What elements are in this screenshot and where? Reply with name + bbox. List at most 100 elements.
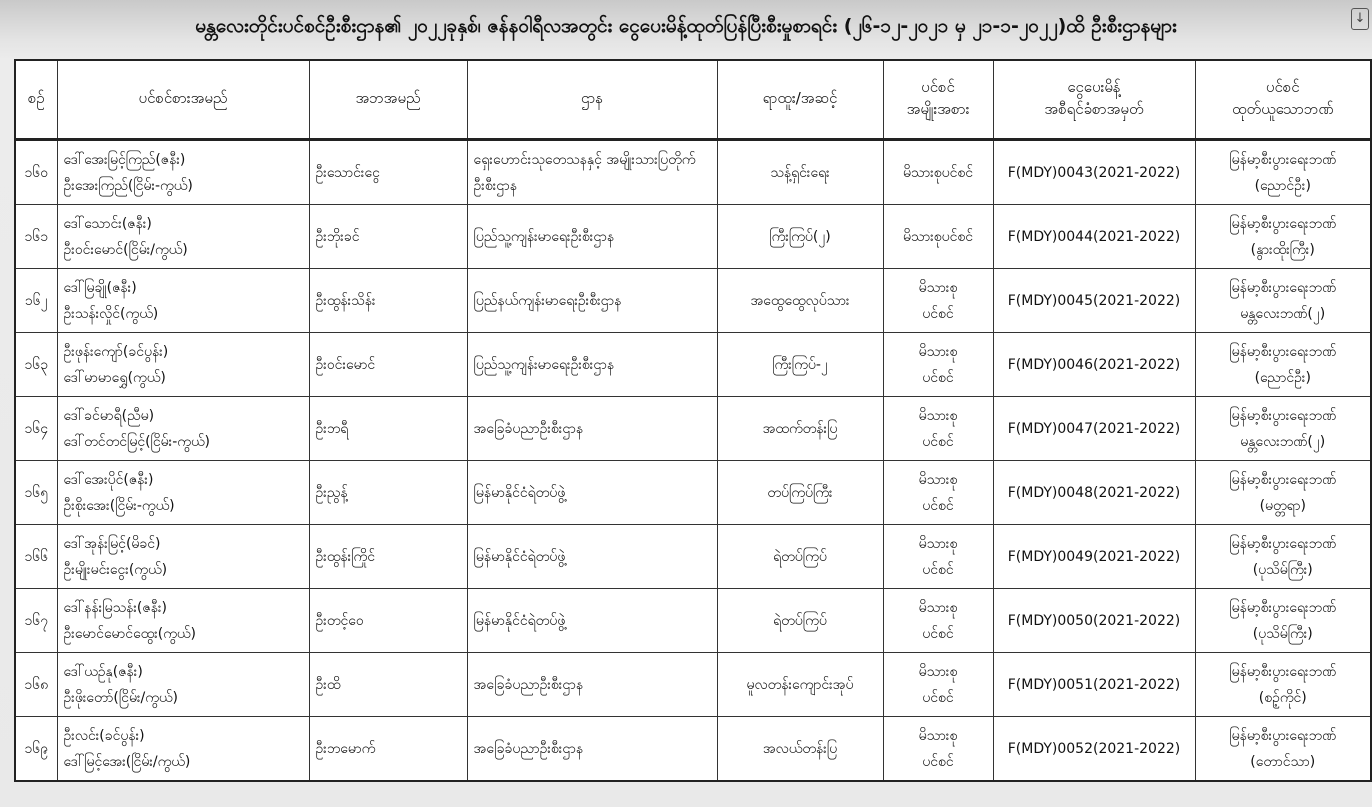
type-cell: မိသားစု ပင်စင် [882, 588, 994, 653]
serial-cell: ၁၆၂ [14, 268, 58, 333]
table-row: ၁၆၀ ဒေါ်အေးမြင့်ကြည်(ဇနီး) ဦးအေးကြည်(ငြိမ်… [14, 139, 1372, 205]
bank-cell: မြန်မာ့စီးပွားရေးဘဏ် (မတ္တရာ) [1194, 460, 1372, 525]
rank-cell: တပ်ကြပ်ကြီး [716, 460, 884, 525]
father-cell: ဦးညွန့် [308, 460, 468, 525]
bank-cell: မြန်မာ့စီးပွားရေးဘဏ် (စဉ့်ကိုင်) [1194, 652, 1372, 717]
table-row: ၁၆၅ ဒေါ်အေးပိုင်(ဇနီး) ဦးစိုးအေး(ငြိမ်း-ကွ… [14, 460, 1372, 525]
order-number-cell: F(MDY)0043(2021-2022) [992, 139, 1196, 205]
serial-cell: ၁၆၁ [14, 204, 58, 269]
type-cell: မိသားစု ပင်စင် [882, 524, 994, 589]
father-cell: ဦးဝင်းမောင် [308, 332, 468, 397]
table-row: ၁၆၄ ဒေါ်ခင်မာရီ(ညီမ) ဒေါ်တင်တင်မြင့်(ငြိမ်… [14, 396, 1372, 461]
bank-cell: မြန်မာ့စီးပွားရေးဘဏ် မန္တလေးဘဏ်(၂) [1194, 268, 1372, 333]
pensioner-cell: ဒေါ်အေးမြင့်ကြည်(ဇနီး) ဦးအေးကြည်(ငြိမ်း-က… [56, 139, 310, 205]
order-number-cell: F(MDY)0048(2021-2022) [992, 460, 1196, 525]
pensioner-cell: ဒေါ်နန်းမြသန်း(ဇနီး) ဦးမောင်မောင်ထွေး(ကွယ… [56, 588, 310, 653]
serial-cell: ၁၆၃ [14, 332, 58, 397]
father-cell: ဦးဘိုးခင် [308, 204, 468, 269]
bank-cell: မြန်မာ့စီးပွားရေးဘဏ် (ညောင်ဦး) [1194, 139, 1372, 205]
father-cell: ဦးဘရီ [308, 396, 468, 461]
serial-cell: ၁၆၀ [14, 139, 58, 205]
pensioner-cell: ဒေါ်ယဉ်နု(ဇနီး) ဦးဖိုးတော်(ငြိမ်း/ကွယ်) [56, 652, 310, 717]
download-icon[interactable]: ↓ [1351, 8, 1369, 30]
rank-cell: အထွေထွေလုပ်သား [716, 268, 884, 333]
department-cell: အခြေခံပညာဦးစီးဌာန [466, 652, 718, 717]
header-bank: ပင်စင် ထုတ်ယူသောဘဏ် [1194, 59, 1372, 141]
table-row: ၁၆၆ ဒေါ်အုန်းမြင့်(မိခင်) ဦးမျိုးမင်းငွေး(… [14, 524, 1372, 589]
department-cell: မြန်မာနိုင်ငံရဲတပ်ဖွဲ့ [466, 588, 718, 653]
table-row: ၁၆၇ ဒေါ်နန်းမြသန်း(ဇနီး) ဦးမောင်မောင်ထွေး(… [14, 588, 1372, 653]
father-cell: ဦးထွန်းသိန်း [308, 268, 468, 333]
department-cell: ပြည်သူ့ကျန်းမာရေးဦးစီးဌာန [466, 204, 718, 269]
father-cell: ဦးဘမောက် [308, 716, 468, 782]
header-type: ပင်စင် အမျိုးအစား [882, 59, 994, 141]
header-rank: ရာထူး/အဆင့် [716, 59, 884, 141]
type-cell: မိသားစုပင်စင် [882, 204, 994, 269]
bank-cell: မြန်မာ့စီးပွားရေးဘဏ် (နွားထိုးကြီး) [1194, 204, 1372, 269]
serial-cell: ၁၆၇ [14, 588, 58, 653]
type-cell: မိသားစုပင်စင် [882, 139, 994, 205]
pensioner-cell: ဒေါ်ခင်မာရီ(ညီမ) ဒေါ်တင်တင်မြင့်(ငြိမ်း-က… [56, 396, 310, 461]
department-cell: အခြေခံပညာဦးစီးဌာန [466, 716, 718, 782]
rank-cell: ကြီးကြပ်-၂ [716, 332, 884, 397]
bank-cell: မြန်မာ့စီးပွားရေးဘဏ် (ပုသိမ်ကြီး) [1194, 588, 1372, 653]
department-cell: ပြည်နယ်ကျန်းမာရေးဦးစီးဌာန [466, 268, 718, 333]
order-number-cell: F(MDY)0045(2021-2022) [992, 268, 1196, 333]
table-row: ၁၆၁ ဒေါ်သောင်း(ဇနီး) ဦးဝင်းမောင်(ငြိမ်း/ကွ… [14, 204, 1372, 269]
type-cell: မိသားစု ပင်စင် [882, 652, 994, 717]
table-row: ၁၆၂ ဒေါ်မြချို(ဇနီး) ဦးသန်းလှိုင်(ကွယ်) ဦးထ… [14, 268, 1372, 333]
bank-cell: မြန်မာ့စီးပွားရေးဘဏ် (ပုသိမ်ကြီး) [1194, 524, 1372, 589]
serial-cell: ၁၆၉ [14, 716, 58, 782]
pensioner-cell: ဒေါ်အေးပိုင်(ဇနီး) ဦးစိုးအေး(ငြိမ်း-ကွယ်) [56, 460, 310, 525]
table-row: ၁၆၉ ဦးလင်း(ခင်ပွန်း) ဒေါ်မြင့်အေး(ငြိမ်း/က… [14, 716, 1372, 782]
order-number-cell: F(MDY)0047(2021-2022) [992, 396, 1196, 461]
table-row: ၁၆၈ ဒေါ်ယဉ်နု(ဇနီး) ဦးဖိုးတော်(ငြိမ်း/ကွယ်… [14, 652, 1372, 717]
department-cell: ပြည်သူ့ကျန်းမာရေးဦးစီးဌာန [466, 332, 718, 397]
type-cell: မိသားစု ပင်စင် [882, 716, 994, 782]
rank-cell: အလယ်တန်းပြ [716, 716, 884, 782]
pensioner-cell: ဦးဖုန်းကျော်(ခင်ပွန်း) ဒေါ်မာမာရွှေ(ကွယ်) [56, 332, 310, 397]
father-cell: ဦးတင့်ဝေ [308, 588, 468, 653]
order-number-cell: F(MDY)0052(2021-2022) [992, 716, 1196, 782]
order-number-cell: F(MDY)0044(2021-2022) [992, 204, 1196, 269]
header-father: အဘအမည် [308, 59, 468, 141]
header-order: ငွေပေးမိန့် အစီရင်ခံစာအမှတ် [992, 59, 1196, 141]
table-row: ၁၆၃ ဦးဖုန်းကျော်(ခင်ပွန်း) ဒေါ်မာမာရွှေ(ကွ… [14, 332, 1372, 397]
pensioner-cell: ဒေါ်အုန်းမြင့်(မိခင်) ဦးမျိုးမင်းငွေး(ကွယ… [56, 524, 310, 589]
header-department: ဌာန [466, 59, 718, 141]
father-cell: ဦးသောင်းငွေ [308, 139, 468, 205]
bank-cell: မြန်မာ့စီးပွားရေးဘဏ် (တောင်သာ) [1194, 716, 1372, 782]
type-cell: မိသားစု ပင်စင် [882, 460, 994, 525]
type-cell: မိသားစု ပင်စင် [882, 332, 994, 397]
serial-cell: ၁၆၈ [14, 652, 58, 717]
father-cell: ဦးထွန်းကြိုင် [308, 524, 468, 589]
order-number-cell: F(MDY)0049(2021-2022) [992, 524, 1196, 589]
father-cell: ဦးထိ [308, 652, 468, 717]
type-cell: မိသားစု ပင်စင် [882, 268, 994, 333]
page-title: မန္တလေးတိုင်းပင်စင်ဦးစီးဌာန၏ ၂၀၂၂ခုနှစ်၊… [195, 15, 1177, 37]
department-cell: အခြေခံပညာဦးစီးဌာန [466, 396, 718, 461]
header-pensioner: ပင်စင်စားအမည် [56, 59, 310, 141]
serial-cell: ၁၆၄ [14, 396, 58, 461]
order-number-cell: F(MDY)0046(2021-2022) [992, 332, 1196, 397]
serial-cell: ၁၆၆ [14, 524, 58, 589]
bank-cell: မြန်မာ့စီးပွားရေးဘဏ် (ညောင်ဦး) [1194, 332, 1372, 397]
header-serial: စဉ် [14, 59, 58, 141]
department-cell: မြန်မာနိုင်ငံရဲတပ်ဖွဲ့ [466, 460, 718, 525]
pensioner-cell: ဦးလင်း(ခင်ပွန်း) ဒေါ်မြင့်အေး(ငြိမ်း/ကွယ်… [56, 716, 310, 782]
serial-cell: ၁၆၅ [14, 460, 58, 525]
rank-cell: မူလတန်းကျောင်းအုပ် [716, 652, 884, 717]
pensioner-cell: ဒေါ်သောင်း(ဇနီး) ဦးဝင်းမောင်(ငြိမ်း/ကွယ်) [56, 204, 310, 269]
order-number-cell: F(MDY)0051(2021-2022) [992, 652, 1196, 717]
rank-cell: အထက်တန်းပြ [716, 396, 884, 461]
pensioner-cell: ဒေါ်မြချို(ဇနီး) ဦးသန်းလှိုင်(ကွယ်) [56, 268, 310, 333]
rank-cell: ရဲတပ်ကြပ် [716, 588, 884, 653]
pension-table: စဉ် ပင်စင်စားအမည် အဘအမည် ဌာန ရာထူး/အဆင့်… [14, 59, 1372, 782]
rank-cell: ကြီးကြပ်(၂) [716, 204, 884, 269]
bank-cell: မြန်မာ့စီးပွားရေးဘဏ် မန္တလေးဘဏ်(၂) [1194, 396, 1372, 461]
rank-cell: ရဲတပ်ကြပ် [716, 524, 884, 589]
department-cell: ရှေးဟောင်းသုတေသနနှင့် အမျိုးသားပြတိုက်ဦး… [466, 139, 718, 205]
rank-cell: သန့်ရှင်းရေး [716, 139, 884, 205]
type-cell: မိသားစု ပင်စင် [882, 396, 994, 461]
department-cell: မြန်မာနိုင်ငံရဲတပ်ဖွဲ့ [466, 524, 718, 589]
